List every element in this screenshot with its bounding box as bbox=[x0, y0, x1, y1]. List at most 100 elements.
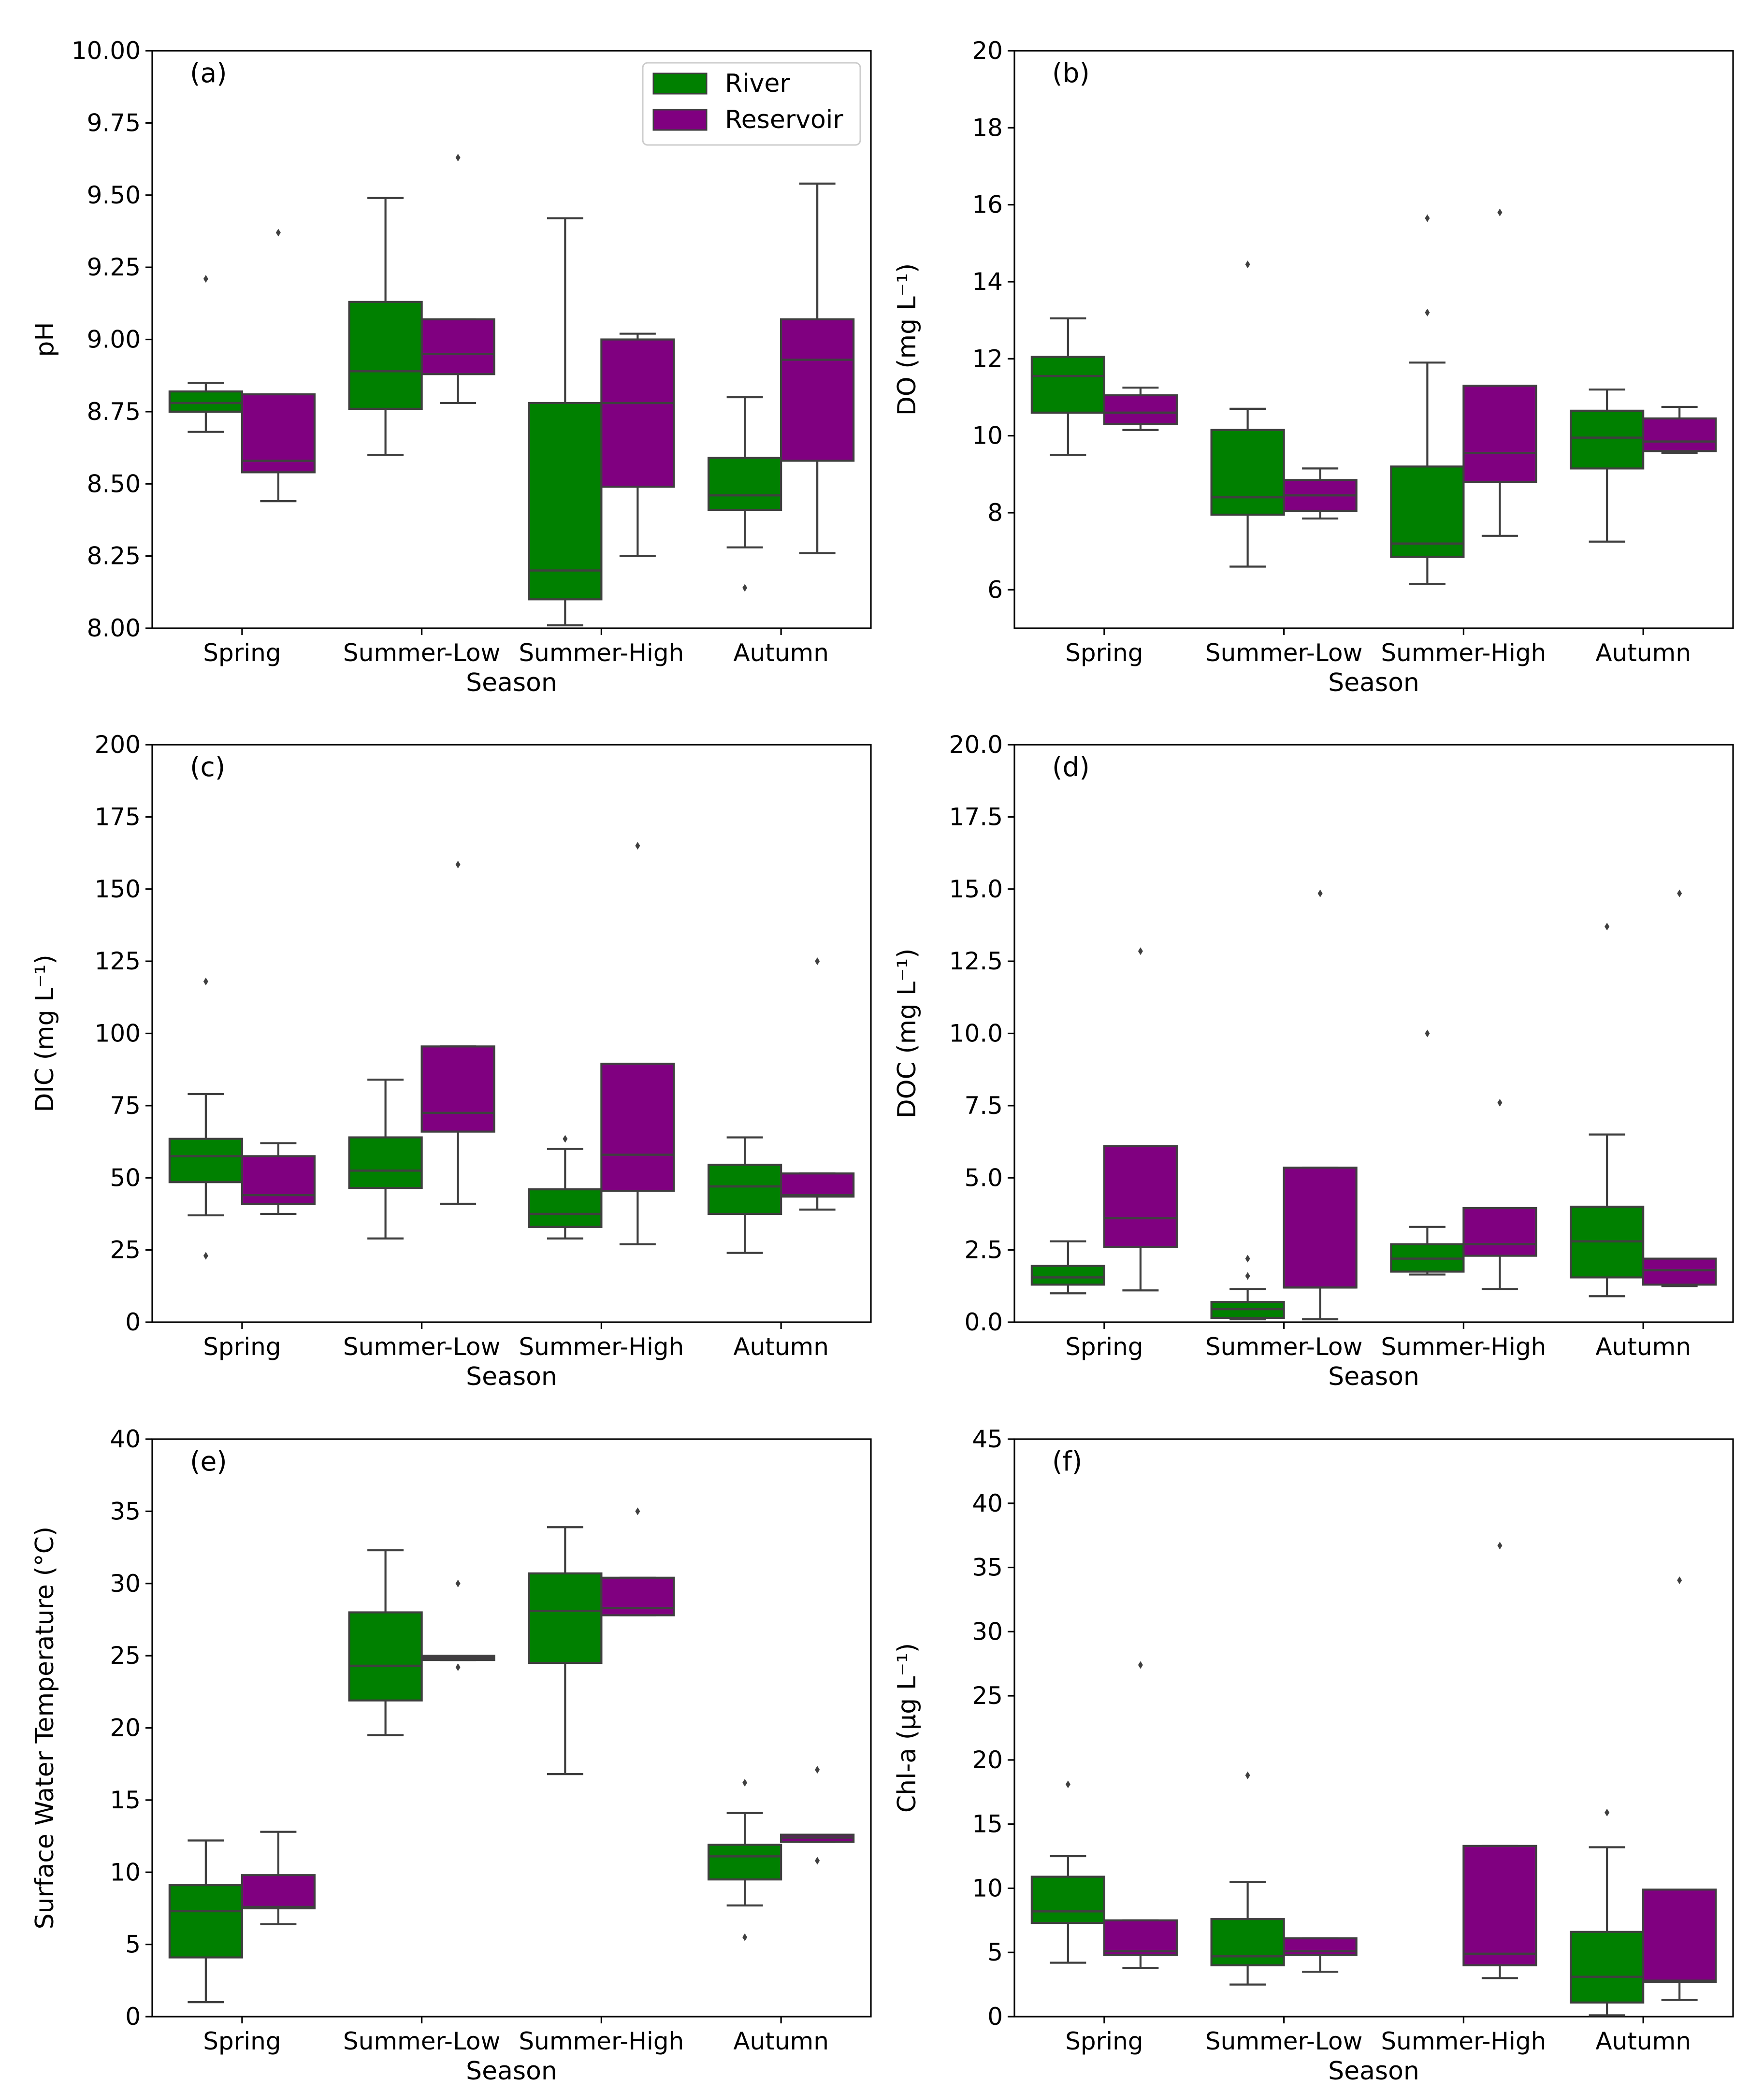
y-tick-label: 200 bbox=[95, 731, 141, 759]
box-river-summer-high bbox=[528, 217, 603, 627]
box-reservoir-spring bbox=[241, 1142, 316, 1215]
outlier-point bbox=[563, 1135, 568, 1143]
iqr-box bbox=[1030, 1265, 1105, 1286]
box-reservoir-summer-high bbox=[1462, 208, 1537, 537]
outlier-point bbox=[1245, 1771, 1250, 1779]
y-tick-label: 12 bbox=[972, 345, 1003, 373]
iqr-box bbox=[168, 390, 243, 413]
x-tick-label: Summer-Low bbox=[343, 1333, 500, 1361]
x-tick-label: Spring bbox=[203, 2027, 281, 2055]
y-tick-label: 6 bbox=[987, 576, 1003, 604]
box-river-summer-high bbox=[1390, 214, 1465, 585]
box-reservoir-summer-low bbox=[420, 860, 495, 1205]
panel-e: 0 5 10 15 20 25 30 35 40 Spring Summer-Low Summer-H… bbox=[30, 1425, 872, 2086]
outlier-point bbox=[635, 842, 640, 850]
iqr-box bbox=[1462, 1845, 1537, 1966]
box-river-spring bbox=[1030, 1240, 1105, 1295]
y-tick-label: 8 bbox=[987, 499, 1003, 527]
panel-tag: (d) bbox=[1052, 751, 1090, 782]
y-tick-label: 9.50 bbox=[87, 181, 141, 209]
iqr-box bbox=[780, 1172, 855, 1198]
x-axis-label: Season bbox=[466, 668, 557, 697]
x-tick-label: Summer-Low bbox=[343, 2027, 500, 2055]
y-tick-label: 15 bbox=[110, 1786, 141, 1814]
box-river-summer-low bbox=[1210, 1255, 1285, 1321]
y-tick-label: 30 bbox=[110, 1570, 141, 1598]
iqr-box bbox=[600, 338, 675, 488]
x-tick-label: Summer-Low bbox=[343, 639, 500, 667]
box-reservoir-summer-low bbox=[420, 1579, 495, 1672]
legend-swatch-reservoir bbox=[652, 109, 708, 131]
y-tick-label: 15 bbox=[972, 1810, 1003, 1838]
y-tick-label: 75 bbox=[110, 1092, 141, 1120]
y-tick-label: 35 bbox=[110, 1497, 141, 1525]
y-tick-label: 30 bbox=[972, 1617, 1003, 1645]
iqr-box bbox=[1283, 1937, 1358, 1956]
box-reservoir-spring bbox=[241, 1831, 316, 1925]
outlier-point bbox=[1138, 1661, 1143, 1669]
outlier-point bbox=[1245, 260, 1250, 269]
x-tick-label: Summer-Low bbox=[1205, 1333, 1362, 1361]
y-tick-label: 0.0 bbox=[964, 1308, 1003, 1336]
y-tick-label: 25 bbox=[972, 1682, 1003, 1710]
box-reservoir-autumn bbox=[780, 957, 855, 1211]
legend-label-reservoir: Reservoir bbox=[725, 105, 843, 134]
outlier-point bbox=[815, 1766, 820, 1774]
x-tick-label: Summer-Low bbox=[1205, 2027, 1362, 2055]
outlier-point bbox=[455, 1579, 461, 1587]
y-axis-label: DOC (mg L⁻¹) bbox=[893, 949, 922, 1119]
outlier-point bbox=[1245, 1255, 1250, 1263]
x-tick-label: Spring bbox=[203, 1333, 281, 1361]
iqr-box bbox=[1103, 1145, 1178, 1248]
iqr-box bbox=[1283, 1167, 1358, 1289]
y-tick-label: 40 bbox=[110, 1425, 141, 1453]
y-tick-label: 0 bbox=[125, 1308, 141, 1336]
outlier-point bbox=[1065, 1780, 1070, 1789]
panel-tag: (f) bbox=[1052, 1446, 1082, 1477]
x-tick-label: Summer-High bbox=[1381, 2027, 1546, 2055]
y-tick-label: 0 bbox=[125, 2003, 141, 2031]
box-reservoir-summer-high bbox=[1462, 1542, 1537, 1979]
y-tick-label: 20 bbox=[972, 1746, 1003, 1774]
iqr-box bbox=[241, 1155, 316, 1205]
iqr-box bbox=[600, 1063, 675, 1192]
x-tick-label: Spring bbox=[1065, 639, 1143, 667]
iqr-box bbox=[1210, 429, 1285, 516]
x-tick-label: Autumn bbox=[733, 1333, 829, 1361]
outlier-point bbox=[1317, 889, 1323, 897]
y-tick-label: 40 bbox=[972, 1489, 1003, 1517]
y-tick-label: 150 bbox=[95, 875, 141, 903]
panel-a: 8.00 8.25 8.50 8.75 9.00 9.25 9.50 9.75 10.00 Spr… bbox=[30, 37, 872, 697]
y-axis-label: Chl-a (μg L⁻¹) bbox=[893, 1643, 922, 1813]
y-axis-label: Surface Water Temperature (°C) bbox=[30, 1527, 59, 1930]
panel-tag: (e) bbox=[190, 1446, 227, 1477]
y-tick-label: 12.5 bbox=[949, 947, 1003, 975]
box-river-summer-low bbox=[348, 197, 423, 456]
y-tick-label: 5 bbox=[987, 1938, 1003, 1966]
box-reservoir-summer-low bbox=[1283, 467, 1358, 520]
outlier-point bbox=[203, 1252, 208, 1260]
box-river-spring bbox=[168, 977, 243, 1260]
x-tick-label: Autumn bbox=[733, 2027, 829, 2055]
iqr-box bbox=[348, 301, 423, 410]
panel-tag: (a) bbox=[190, 58, 227, 88]
box-reservoir-autumn bbox=[780, 1766, 855, 1865]
iqr-box bbox=[528, 402, 603, 601]
box-reservoir-summer-low bbox=[1283, 1937, 1358, 1973]
outlier-point bbox=[275, 229, 281, 237]
y-tick-label: 8.75 bbox=[87, 398, 141, 426]
legend-swatch-river bbox=[652, 72, 708, 95]
outlier-point bbox=[1425, 308, 1430, 317]
box-reservoir-autumn bbox=[780, 182, 855, 554]
outlier-point bbox=[1605, 923, 1610, 931]
box-reservoir-summer-high bbox=[600, 332, 675, 557]
box-river-summer-low bbox=[1210, 1771, 1285, 1986]
iqr-box bbox=[168, 1884, 243, 1959]
y-tick-label: 16 bbox=[972, 191, 1003, 219]
iqr-box bbox=[420, 318, 495, 375]
iqr-box bbox=[348, 1136, 423, 1189]
y-tick-label: 15.0 bbox=[949, 875, 1003, 903]
outlier-point bbox=[1677, 889, 1682, 897]
y-tick-label: 8.00 bbox=[87, 614, 141, 642]
box-reservoir-autumn bbox=[1642, 405, 1717, 454]
